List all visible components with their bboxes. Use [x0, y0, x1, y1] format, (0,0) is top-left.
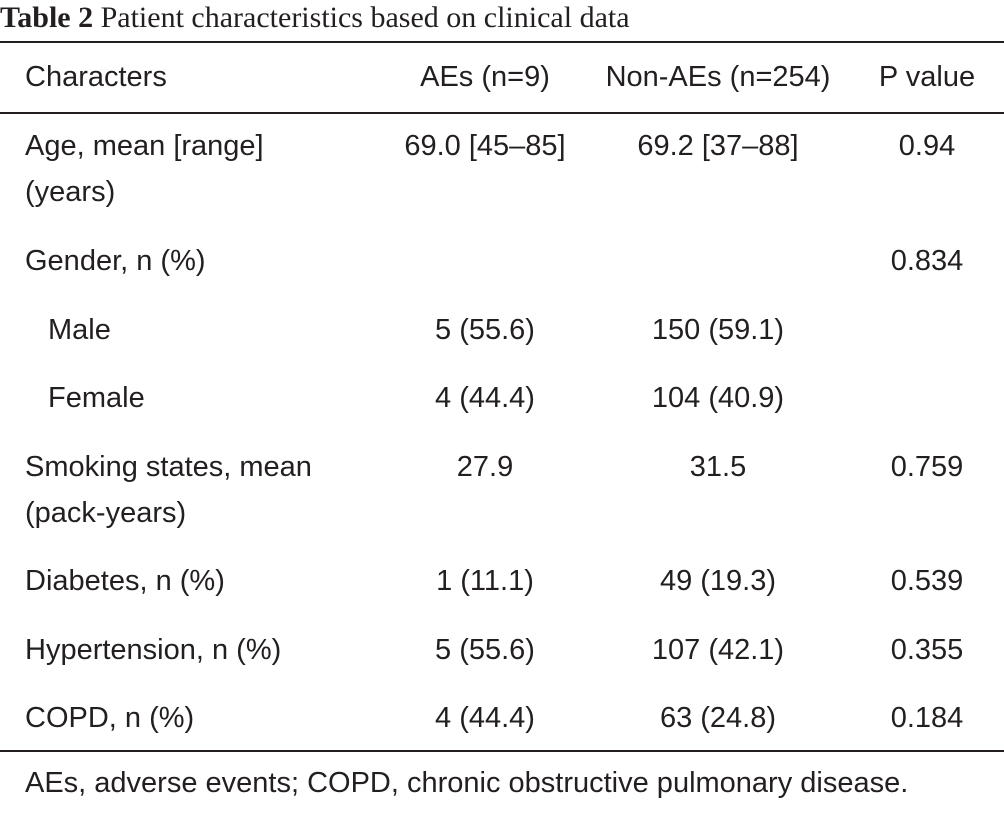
row-label-male: Male — [48, 314, 111, 346]
bottom-rule — [0, 750, 1004, 752]
row-label-age: Age, mean [range] — [25, 130, 264, 162]
header-characters: Characters — [25, 61, 167, 93]
cell-diabetes-aes: 1 (11.1) — [436, 565, 534, 597]
row-label-diabetes: Diabetes, n (%) — [25, 565, 225, 597]
top-rule — [0, 41, 1004, 43]
cell-smoking-p: 0.759 — [890, 451, 964, 483]
row-label-smoking: Smoking states, mean — [25, 451, 312, 483]
cell-smoking-non-aes: 31.5 — [689, 451, 747, 483]
header-non-aes: Non-AEs (n=254) — [605, 61, 831, 93]
row-label-age-cont: (years) — [25, 176, 116, 208]
row-label-copd: COPD, n (%) — [25, 702, 195, 734]
cell-age-p: 0.94 — [898, 130, 956, 162]
cell-copd-non-aes: 63 (24.8) — [659, 702, 777, 734]
cell-smoking-aes: 27.9 — [456, 451, 514, 483]
cell-age-non-aes: 69.2 [37–88] — [637, 130, 799, 162]
cell-male-non-aes: 150 (59.1) — [651, 314, 785, 346]
cell-copd-p: 0.184 — [890, 702, 964, 734]
cell-hypertension-non-aes: 107 (42.1) — [651, 634, 785, 666]
header-aes: AEs (n=9) — [420, 61, 550, 93]
cell-hypertension-p: 0.355 — [890, 634, 964, 666]
row-label-smoking-cont: (pack-years) — [25, 497, 187, 529]
table-caption: Table 2 Patient characteristics based on… — [0, 2, 630, 34]
cell-hypertension-aes: 5 (55.6) — [435, 634, 535, 666]
table-title: Patient characteristics based on clinica… — [100, 1, 630, 34]
table-number: Table 2 — [0, 1, 94, 34]
cell-gender-p: 0.834 — [890, 245, 964, 277]
table-footnote: AEs, adverse events; COPD, chronic obstr… — [25, 767, 909, 799]
row-label-gender: Gender, n (%) — [25, 245, 206, 277]
cell-copd-aes: 4 (44.4) — [435, 702, 535, 734]
row-label-female: Female — [48, 382, 145, 414]
header-rule — [0, 112, 1004, 114]
cell-male-aes: 5 (55.6) — [435, 314, 535, 346]
cell-diabetes-p: 0.539 — [890, 565, 964, 597]
cell-female-aes: 4 (44.4) — [435, 382, 535, 414]
cell-diabetes-non-aes: 49 (19.3) — [659, 565, 777, 597]
cell-age-aes: 69.0 [45–85] — [404, 130, 566, 162]
row-label-hypertension: Hypertension, n (%) — [25, 634, 282, 666]
header-p-value: P value — [878, 61, 976, 93]
cell-female-non-aes: 104 (40.9) — [651, 382, 785, 414]
